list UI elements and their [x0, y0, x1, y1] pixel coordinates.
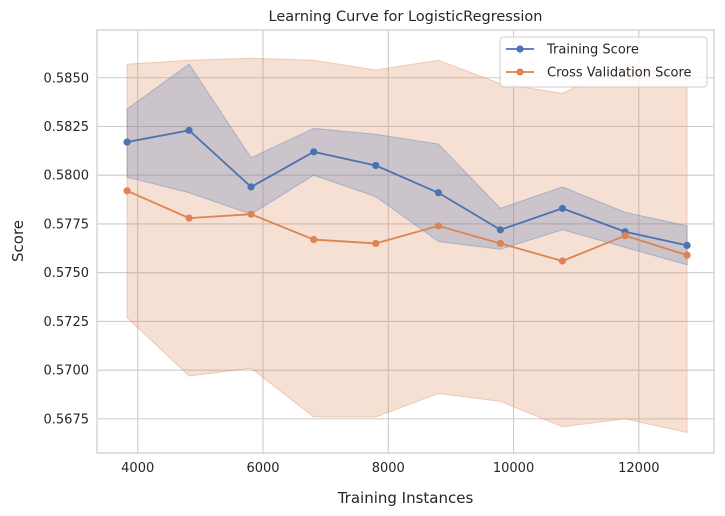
y-tick-label: 0.5825 — [44, 120, 90, 135]
y-tick-label: 0.5800 — [44, 169, 90, 184]
training-score-point — [496, 226, 504, 234]
training-score-point — [683, 241, 691, 249]
cv-score-point — [558, 257, 567, 265]
cv-score-line — [126, 189, 688, 262]
y-tick-label: 0.5700 — [44, 364, 90, 379]
x-tick-labels: 4000 6000 8000 10000 12000 — [121, 461, 659, 476]
training-score-point — [185, 126, 193, 134]
training-score-point — [247, 183, 255, 191]
chart-title: Learning Curve for LogisticRegression — [269, 9, 543, 25]
training-score-band — [126, 63, 688, 266]
cv-score-point — [683, 251, 691, 259]
legend-box — [499, 36, 708, 88]
plot-frame — [96, 29, 715, 454]
legend-marker-cv — [516, 68, 524, 76]
training-score-point — [558, 204, 567, 212]
y-tick-label: 0.5775 — [44, 217, 90, 232]
x-tick-label: 6000 — [246, 461, 279, 476]
cv-score-point — [310, 235, 318, 244]
legend-label-cv: Cross Validation Score — [547, 66, 692, 81]
x-tick-label: 10000 — [493, 461, 534, 476]
y-tick-label: 0.5850 — [44, 71, 90, 86]
y-tick-labels: 0.5675 0.5700 0.5725 0.5750 0.5775 0.5800 0.58… — [44, 71, 90, 427]
legend: Training Score Cross Validation Score — [499, 36, 708, 88]
cv-score-point — [247, 210, 255, 218]
cv-score-point — [434, 222, 442, 230]
cv-score-point — [496, 239, 504, 248]
grid-lines — [97, 30, 714, 453]
series-points — [123, 126, 691, 265]
cv-score-point — [621, 232, 629, 240]
x-axis-label: Training Instances — [337, 489, 474, 507]
training-score-point — [372, 161, 380, 170]
x-tick-label: 12000 — [618, 461, 659, 476]
legend-marker-training — [516, 45, 524, 53]
confidence-bands — [126, 57, 688, 434]
x-tick-label: 8000 — [372, 461, 405, 476]
y-tick-label: 0.5675 — [44, 412, 90, 427]
training-score-point — [310, 148, 318, 156]
training-score-point — [123, 138, 131, 146]
training-score-point — [434, 189, 442, 197]
legend-label-training: Training Score — [546, 43, 639, 58]
cv-score-point — [185, 214, 193, 222]
y-tick-label: 0.5750 — [44, 266, 90, 281]
cv-score-band — [126, 57, 688, 434]
y-tick-label: 0.5725 — [44, 315, 90, 330]
cv-score-point — [123, 187, 131, 195]
series-lines — [126, 129, 688, 262]
training-score-line — [126, 129, 688, 247]
cv-score-point — [372, 239, 380, 248]
x-tick-label: 4000 — [121, 461, 154, 476]
y-axis-label: Score — [9, 220, 27, 262]
